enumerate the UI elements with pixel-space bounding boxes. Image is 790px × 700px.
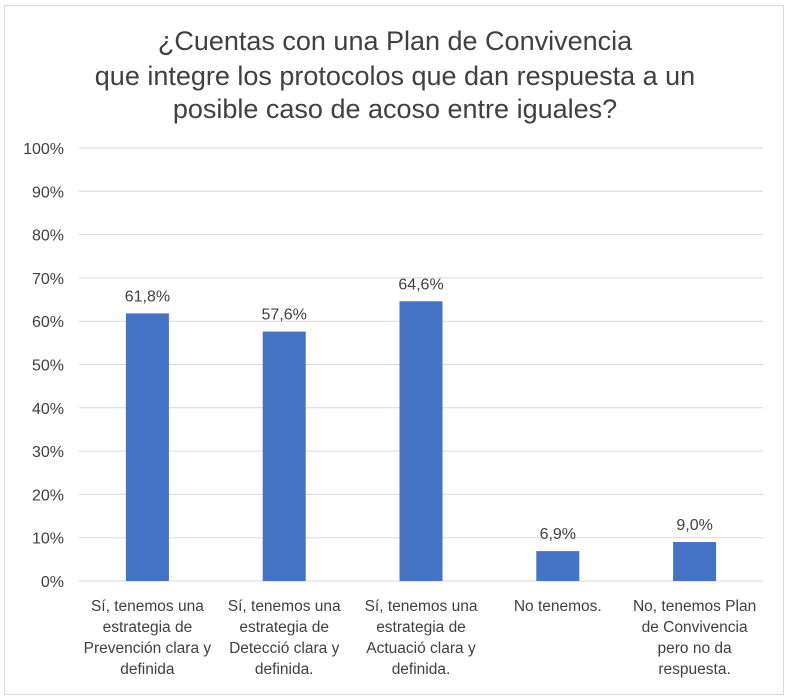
chart-title: ¿Cuentas con una Plan de Convivencia que…	[95, 26, 695, 124]
category-label-line: de Convivencia	[642, 619, 748, 636]
y-axis-tick-labels: 0% 10% 20% 30% 40% 50% 60% 70% 80% 90% 100%	[23, 141, 64, 591]
category-label-line: estrategia de	[103, 619, 193, 636]
y-tick-label: 90%	[32, 184, 64, 201]
category-label: Sí, tenemos una estrategia de Actuació cla…	[365, 598, 478, 678]
category-label: No tenemos.	[514, 598, 602, 615]
category-label: Sí, tenemos una estrategia de Prevención c…	[84, 598, 212, 678]
category-label-line: pero no da	[658, 640, 732, 657]
bar	[262, 331, 306, 581]
category-label-line: definida.	[255, 661, 314, 678]
y-tick-label: 100%	[23, 141, 64, 158]
y-tick-label: 40%	[32, 401, 64, 418]
chart-title-line-2: que integre los protocolos que dan respu…	[95, 61, 695, 91]
y-tick-label: 20%	[32, 487, 64, 504]
x-axis-category-labels: Sí, tenemos una estrategia de Prevención c…	[84, 598, 757, 678]
category-label-line: No tenemos.	[514, 598, 602, 615]
chart-title-line-1: ¿Cuentas con una Plan de Convivencia	[158, 26, 633, 56]
category-label-line: Actuació clara y	[366, 640, 476, 657]
category-label-line: No, tenemos Plan	[633, 598, 756, 615]
data-label: 61,8%	[125, 288, 170, 305]
category-label-line: Sí, tenemos una	[91, 598, 204, 615]
y-tick-label: 50%	[32, 358, 64, 375]
bar	[125, 313, 169, 581]
category-label: Sí, tenemos una estrategia de Detecció cla…	[228, 598, 341, 678]
category-label-line: estrategia de	[239, 619, 329, 636]
category-label-line: Sí, tenemos una	[365, 598, 478, 615]
category-label-line: Detecció clara y	[229, 640, 340, 657]
category-label-line: definida	[120, 661, 175, 678]
category-label-line: Sí, tenemos una	[228, 598, 341, 615]
data-label: 9,0%	[676, 517, 712, 534]
bar	[399, 301, 443, 581]
y-tick-label: 0%	[41, 574, 64, 591]
bars	[125, 301, 717, 581]
data-label: 64,6%	[398, 276, 443, 293]
category-label-line: definida.	[392, 661, 451, 678]
y-tick-label: 70%	[32, 271, 64, 288]
category-label-line: Prevención clara y	[84, 640, 212, 657]
data-labels: 61,8% 57,6% 64,6% 6,9% 9,0%	[125, 276, 713, 543]
y-tick-label: 80%	[32, 228, 64, 245]
bar	[673, 542, 717, 581]
data-label: 57,6%	[262, 307, 307, 324]
chart-title-line-3: posible caso de acoso entre iguales?	[173, 94, 617, 124]
data-label: 6,9%	[540, 526, 576, 543]
category-label-line: respuesta.	[658, 661, 730, 678]
category-label: No, tenemos Plan de Convivencia pero no da…	[633, 598, 756, 678]
category-label-line: estrategia de	[376, 619, 466, 636]
bar	[536, 551, 580, 581]
y-tick-label: 30%	[32, 444, 64, 461]
gridlines	[79, 147, 763, 582]
y-tick-label: 10%	[32, 531, 64, 548]
y-tick-label: 60%	[32, 314, 64, 331]
